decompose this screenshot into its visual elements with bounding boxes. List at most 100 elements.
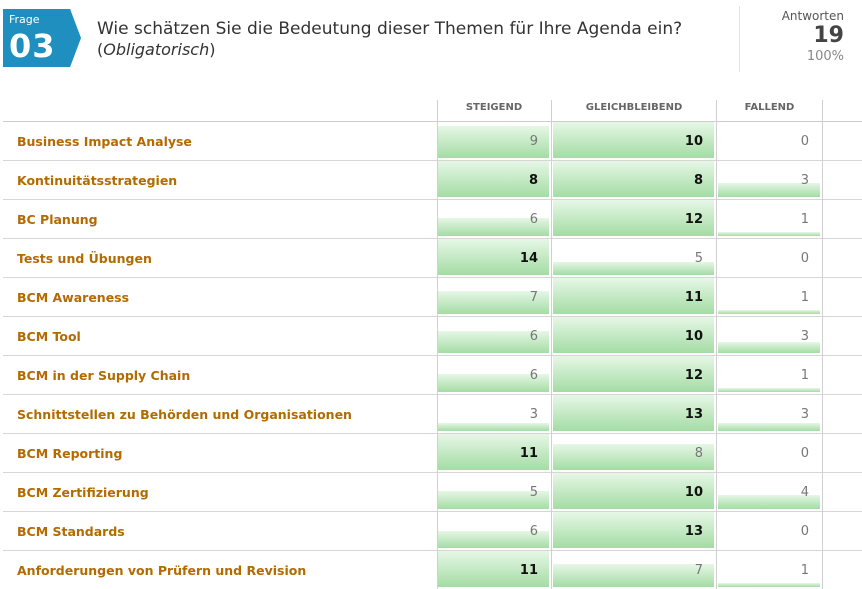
value-bar [438, 423, 549, 431]
value-bar [718, 388, 820, 392]
question-header: Frage 03 Wie schätzen Sie die Bedeutung … [0, 0, 862, 96]
table-row: Tests und Übungen 14 5 0 [3, 239, 862, 278]
value-number: 1 [800, 212, 809, 227]
value-cell-gleichbleibend: 5 [552, 239, 715, 277]
value-bar [553, 262, 714, 275]
row-label: BC Planung [17, 212, 98, 227]
question-number-badge: Frage 03 [3, 9, 81, 67]
value-number: 5 [529, 485, 538, 500]
value-cell-fallend: 3 [717, 161, 821, 199]
value-bar [553, 444, 714, 470]
value-number: 1 [800, 290, 809, 305]
value-number: 5 [694, 251, 703, 266]
row-label: Business Impact Analyse [17, 134, 192, 149]
value-cell-steigend: 6 [437, 317, 550, 355]
answers-label: Antworten [781, 9, 844, 23]
value-bar [438, 374, 549, 392]
value-cell-gleichbleibend: 8 [552, 161, 715, 199]
value-number: 0 [800, 446, 809, 461]
value-bar [553, 200, 714, 236]
value-cell-fallend: 1 [717, 551, 821, 589]
column-divider [822, 100, 823, 589]
table-row: BCM Standards 6 13 0 [3, 512, 862, 551]
value-number: 12 [684, 368, 703, 383]
table-header-divider [3, 121, 862, 122]
value-bar [718, 183, 820, 197]
value-cell-steigend: 5 [437, 473, 550, 511]
value-cell-steigend: 8 [437, 161, 550, 199]
value-number: 6 [529, 524, 538, 539]
value-cell-steigend: 6 [437, 200, 550, 238]
value-number: 3 [800, 407, 809, 422]
value-cell-steigend: 6 [437, 512, 550, 550]
required-note: Obligatorisch [103, 40, 210, 59]
value-bar [438, 126, 549, 158]
value-number: 14 [519, 251, 538, 266]
value-number: 6 [529, 212, 538, 227]
value-cell-gleichbleibend: 10 [552, 122, 715, 160]
value-cell-steigend: 14 [437, 239, 550, 277]
value-number: 1 [800, 563, 809, 578]
table-row: BCM in der Supply Chain 6 12 1 [3, 356, 862, 395]
value-bar [553, 278, 714, 314]
value-number: 11 [519, 446, 538, 461]
table-row: Kontinuitätsstrategien 8 8 3 [3, 161, 862, 200]
row-label: BCM Tool [17, 329, 81, 344]
value-cell-steigend: 11 [437, 434, 550, 472]
value-bar [553, 317, 714, 353]
value-cell-fallend: 3 [717, 317, 821, 355]
value-number: 8 [528, 173, 538, 188]
row-label: BCM Awareness [17, 290, 130, 305]
value-bar [438, 161, 549, 197]
value-number: 3 [800, 329, 809, 344]
value-number: 1 [800, 368, 809, 383]
value-number: 12 [684, 212, 703, 227]
value-bar [438, 551, 549, 587]
value-bar [718, 495, 820, 509]
value-number: 0 [800, 134, 809, 149]
value-cell-steigend: 11 [437, 551, 550, 589]
value-cell-fallend: 0 [717, 434, 821, 472]
question-subtitle: (Obligatorisch) [97, 40, 216, 59]
column-header-fallend: FALLEND [744, 102, 795, 113]
value-cell-gleichbleibend: 13 [552, 395, 715, 433]
value-cell-gleichbleibend: 10 [552, 473, 715, 511]
value-number: 8 [693, 173, 703, 188]
value-cell-gleichbleibend: 11 [552, 278, 715, 316]
column-divider [716, 100, 717, 589]
value-number: 13 [684, 524, 703, 539]
value-number: 10 [684, 329, 703, 344]
value-number: 9 [529, 134, 538, 149]
value-number: 11 [519, 563, 538, 578]
value-bar [553, 356, 714, 392]
value-number: 4 [800, 485, 809, 500]
column-header-steigend: STEIGEND [465, 102, 523, 113]
value-cell-fallend: 0 [717, 239, 821, 277]
value-cell-fallend: 3 [717, 395, 821, 433]
value-cell-steigend: 9 [437, 122, 550, 160]
value-cell-steigend: 3 [437, 395, 550, 433]
question-title: Wie schätzen Sie die Bedeutung dieser Th… [97, 19, 683, 39]
table-row: BCM Reporting 11 8 0 [3, 434, 862, 473]
value-bar [438, 331, 549, 353]
value-bar [553, 512, 714, 548]
row-label: Anforderungen von Prüfern und Revision [17, 563, 307, 578]
column-divider [551, 100, 552, 589]
table-row: BCM Zertifizierung 5 10 4 [3, 473, 862, 512]
row-label: BCM Standards [17, 524, 125, 539]
value-cell-fallend: 4 [717, 473, 821, 511]
row-label: Tests und Übungen [17, 251, 152, 266]
value-bar [718, 583, 820, 587]
row-label: Kontinuitätsstrategien [17, 173, 178, 188]
value-number: 13 [684, 407, 703, 422]
value-number: 7 [529, 290, 538, 305]
column-header-gleichbleibend: GLEICHBLEIBEND [585, 102, 683, 113]
value-bar [553, 564, 714, 587]
table-row: Anforderungen von Prüfern und Revision 11… [3, 551, 862, 589]
value-number: 0 [800, 251, 809, 266]
value-bar [438, 491, 549, 509]
value-cell-gleichbleibend: 12 [552, 200, 715, 238]
value-number: 10 [684, 134, 703, 149]
value-cell-gleichbleibend: 7 [552, 551, 715, 589]
